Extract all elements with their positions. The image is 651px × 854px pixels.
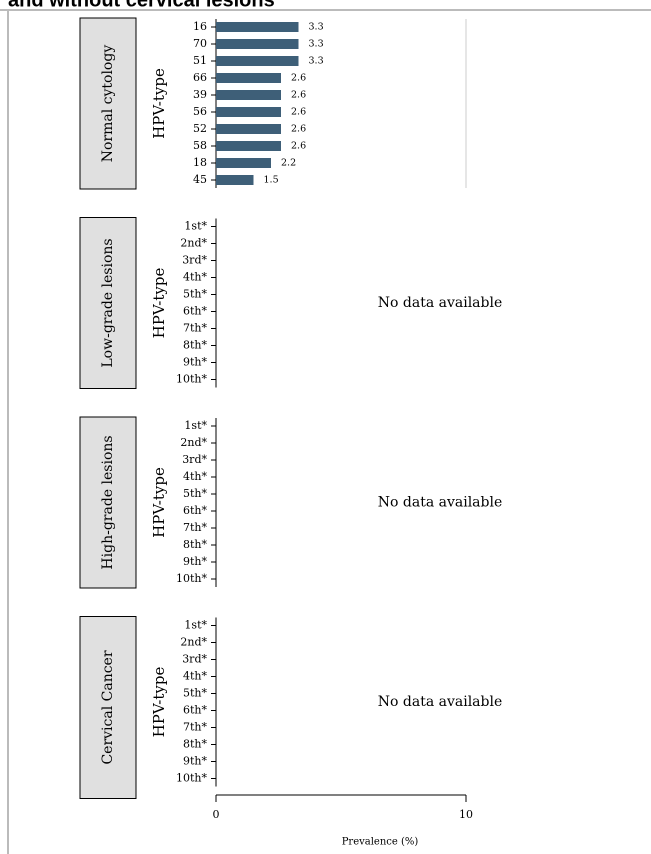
y-axis-label: HPV-type: [150, 68, 168, 139]
y-tick-label: 1st*: [184, 220, 207, 233]
y-tick-label: 10th*: [176, 772, 208, 785]
y-tick-label: 6th*: [183, 704, 208, 717]
value-label: 3.3: [309, 22, 324, 33]
strip: [79, 616, 137, 799]
y-tick-label: 9th*: [183, 356, 208, 369]
y-tick-label: 2nd*: [180, 636, 207, 649]
y-tick-label: 5th*: [183, 487, 208, 500]
bar: [216, 90, 281, 100]
strip-label: Cervical Cancer: [100, 650, 116, 764]
y-tick-label: 52: [193, 122, 207, 135]
y-tick-label: 1st*: [184, 619, 207, 632]
bar: [216, 175, 254, 185]
bar: [216, 39, 299, 49]
y-tick-label: 3rd*: [182, 653, 207, 666]
y-tick-label: 7th*: [183, 721, 208, 734]
y-tick-label: 4th*: [183, 470, 208, 483]
value-label: 1.5: [264, 175, 279, 186]
no-data-note: No data available: [378, 694, 503, 710]
y-tick-label: 16: [193, 20, 207, 33]
y-tick-label: 3rd*: [182, 453, 207, 466]
y-tick-label: 8th*: [183, 738, 208, 751]
y-axis-label: HPV-type: [150, 268, 168, 339]
no-data-note: No data available: [378, 295, 503, 311]
y-tick-label: 39: [193, 88, 207, 101]
strip-label: Normal cytology: [100, 45, 116, 163]
y-tick-label: 56: [193, 105, 207, 118]
y-tick-label: 4th*: [183, 670, 208, 683]
y-tick-label: 1st*: [184, 419, 207, 432]
bar: [216, 158, 271, 168]
y-tick-label: 66: [193, 71, 207, 84]
value-label: 3.3: [309, 39, 324, 50]
bar: [216, 56, 299, 66]
y-tick-label: 10th*: [176, 373, 208, 386]
value-label: 2.6: [291, 73, 306, 84]
y-tick-label: 10th*: [176, 572, 208, 585]
y-axis-label: HPV-type: [150, 667, 168, 738]
value-label: 2.6: [291, 90, 306, 101]
value-label: 2.6: [291, 124, 306, 135]
y-tick-label: 51: [193, 54, 207, 67]
y-tick-label: 7th*: [183, 521, 208, 534]
y-tick-label: 7th*: [183, 322, 208, 335]
y-tick-label: 2nd*: [180, 436, 207, 449]
value-label: 2.6: [291, 141, 306, 152]
bar: [216, 141, 281, 151]
y-tick-label: 8th*: [183, 538, 208, 551]
bar: [216, 124, 281, 134]
y-tick-label: 8th*: [183, 339, 208, 352]
value-label: 2.2: [281, 158, 296, 169]
y-tick-label: 58: [193, 139, 207, 152]
y-tick-label: 45: [193, 173, 207, 186]
y-tick-label: 18: [193, 156, 207, 169]
y-tick-label: 4th*: [183, 271, 208, 284]
y-tick-label: 2nd*: [180, 237, 207, 250]
strip-label: Low-grade lesions: [100, 238, 116, 367]
bar: [216, 73, 281, 83]
strip-label: High-grade lesions: [100, 435, 116, 569]
y-tick-label: 9th*: [183, 555, 208, 568]
strip: [79, 416, 137, 589]
bar: [216, 22, 299, 32]
chart-title: and without cervical lesions: [8, 0, 275, 11]
bar: [216, 107, 281, 117]
y-tick-label: 3rd*: [182, 254, 207, 267]
y-axis-label: HPV-type: [150, 467, 168, 538]
x-tick-label: 10: [459, 808, 473, 821]
y-tick-label: 6th*: [183, 504, 208, 517]
value-label: 3.3: [309, 56, 324, 67]
x-tick-label: 0: [213, 808, 220, 821]
strip: [79, 17, 137, 190]
y-tick-label: 6th*: [183, 305, 208, 318]
no-data-note: No data available: [378, 495, 503, 511]
y-tick-label: 5th*: [183, 288, 208, 301]
strip: [79, 217, 137, 389]
y-tick-label: 70: [193, 37, 207, 50]
y-tick-label: 9th*: [183, 755, 208, 768]
y-tick-label: 5th*: [183, 687, 208, 700]
value-label: 2.6: [291, 107, 306, 118]
x-axis-label: Prevalence (%): [342, 837, 419, 848]
